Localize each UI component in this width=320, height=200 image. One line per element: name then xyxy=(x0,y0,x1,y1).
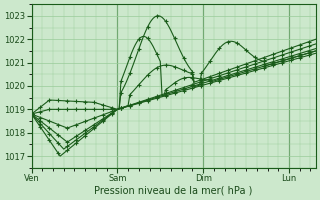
X-axis label: Pression niveau de la mer( hPa ): Pression niveau de la mer( hPa ) xyxy=(94,186,253,196)
